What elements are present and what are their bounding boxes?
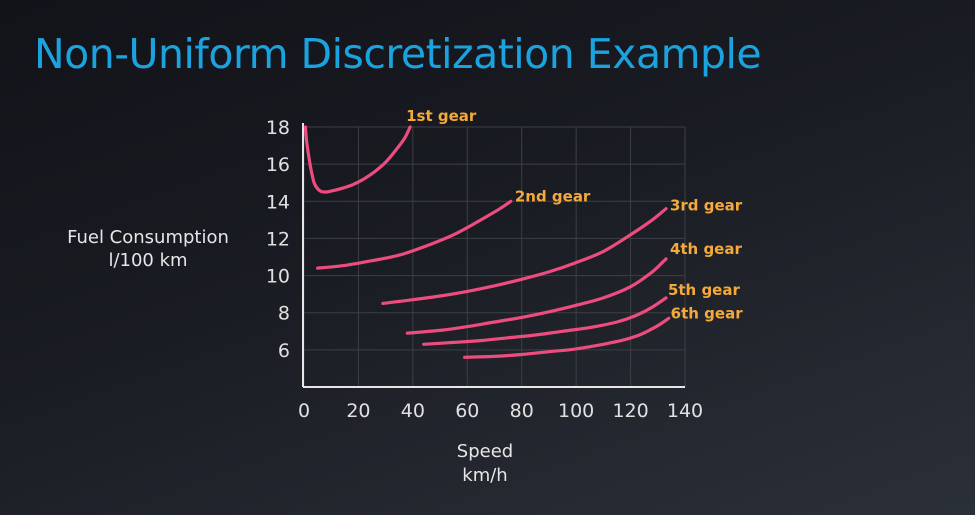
series-line-3rd-gear	[381, 207, 668, 305]
x-tick-label-80: 80	[510, 400, 534, 422]
x-tick-label-0: 0	[298, 400, 310, 422]
y-axis-label-line-1: Fuel Consumption	[67, 227, 229, 248]
x-tick-label-140: 140	[667, 400, 703, 422]
series-label-4th-gear: 4th gear	[670, 240, 743, 258]
y-tick-label-8: 8	[278, 303, 290, 325]
series-labels: 1st gear 2nd gear 3rd gear 4th gear 5th gear…	[406, 107, 743, 322]
y-tick-label-16: 16	[266, 154, 290, 176]
x-tick-label-40: 40	[401, 400, 425, 422]
y-axis-label: Fuel Consumption l/100 km	[48, 226, 248, 272]
series-label-6th-gear: 6th gear	[671, 304, 744, 322]
x-tick-label-20: 20	[346, 400, 370, 422]
y-tick-label-6: 6	[278, 340, 290, 362]
grid	[303, 126, 686, 387]
y-tick-label-14: 14	[266, 191, 290, 213]
series	[303, 125, 671, 359]
x-tick-label-120: 120	[612, 400, 648, 422]
x-tick-label-60: 60	[455, 400, 479, 422]
x-tick-label-100: 100	[558, 400, 594, 422]
series-line-2nd-gear	[316, 199, 513, 270]
series-line-1st-gear	[303, 125, 412, 194]
y-tick-label-18: 18	[266, 117, 290, 139]
series-line-4th-gear	[405, 257, 668, 335]
slide-title: Non-Uniform Discretization Example	[34, 30, 762, 78]
y-tick-label-12: 12	[266, 228, 290, 250]
series-label-1st-gear: 1st gear	[406, 107, 477, 125]
series-label-5th-gear: 5th gear	[668, 281, 741, 299]
series-label-2nd-gear: 2nd gear	[515, 187, 591, 205]
series-line-6th-gear	[463, 316, 671, 359]
tick-labels: 0 20 40 60 80 100 120 140 6 8 10 12 14 16 18	[266, 117, 703, 422]
y-tick-label-10: 10	[266, 266, 290, 288]
y-axis-label-line-2: l/100 km	[108, 250, 188, 271]
series-line-5th-gear	[422, 296, 668, 346]
series-label-3rd-gear: 3rd gear	[670, 197, 743, 215]
axes	[302, 123, 685, 388]
x-axis-label-line-1: Speed	[456, 441, 514, 462]
x-axis-label-line-2: km/h	[462, 465, 508, 486]
x-axis-label: Speed km/h	[405, 440, 565, 488]
